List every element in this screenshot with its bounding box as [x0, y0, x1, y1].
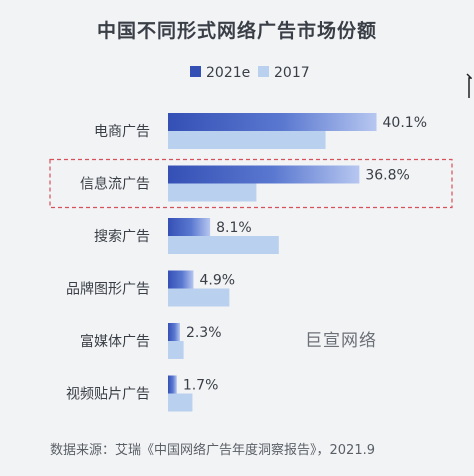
chart-title: 中国不同形式网络广告市场份额 [96, 20, 377, 42]
category-label: 富媒体广告 [80, 333, 150, 350]
bar-2017 [168, 288, 230, 307]
category-label: 视频贴片广告 [66, 387, 150, 403]
bar-2021e [168, 375, 177, 394]
data-label-2021e: 2.3% [186, 325, 222, 341]
legend-label-1: 2017 [274, 65, 310, 81]
bar-2021e [168, 323, 180, 341]
bar-2021e [168, 165, 360, 184]
data-label-2021e: 8.1% [216, 220, 252, 236]
category-label: 信息流广告 [80, 176, 150, 193]
legend-swatch-1 [258, 66, 269, 77]
source-note: 数据来源：艾瑞《中国网络广告年度洞察报告》，2021.9 [50, 443, 375, 458]
legend: 2021e 2017 [190, 65, 310, 81]
legend-label-0: 2021e [206, 65, 250, 81]
mouse-cursor-icon [466, 73, 472, 98]
data-label-2021e: 40.1% [383, 115, 427, 131]
data-label-2021e: 1.7% [183, 378, 219, 394]
category-label: 搜索广告 [94, 228, 150, 245]
category-label: 品牌图形广告 [66, 281, 150, 298]
highlight-box [49, 158, 453, 209]
bar-2017 [168, 236, 279, 254]
watermark-text: 巨宣网络 [305, 331, 377, 351]
legend-swatch-0 [190, 66, 201, 77]
category-label: 电商广告 [94, 124, 150, 140]
bar-2021e [168, 113, 377, 131]
bar-2017 [168, 183, 257, 202]
bar-2017 [168, 131, 326, 149]
data-label-2021e: 36.8% [365, 168, 409, 184]
data-label-2021e: 4.9% [199, 273, 235, 289]
bars-group: 电商广告 40.1% 信息流广告 36.8% 搜索广告 8.1% 品牌图形广告 4.9% 富媒体… [49, 113, 453, 412]
bar-2021e [168, 218, 211, 236]
bar-2021e [168, 270, 194, 289]
bar-2017 [168, 393, 193, 412]
bar-2017 [168, 341, 184, 359]
